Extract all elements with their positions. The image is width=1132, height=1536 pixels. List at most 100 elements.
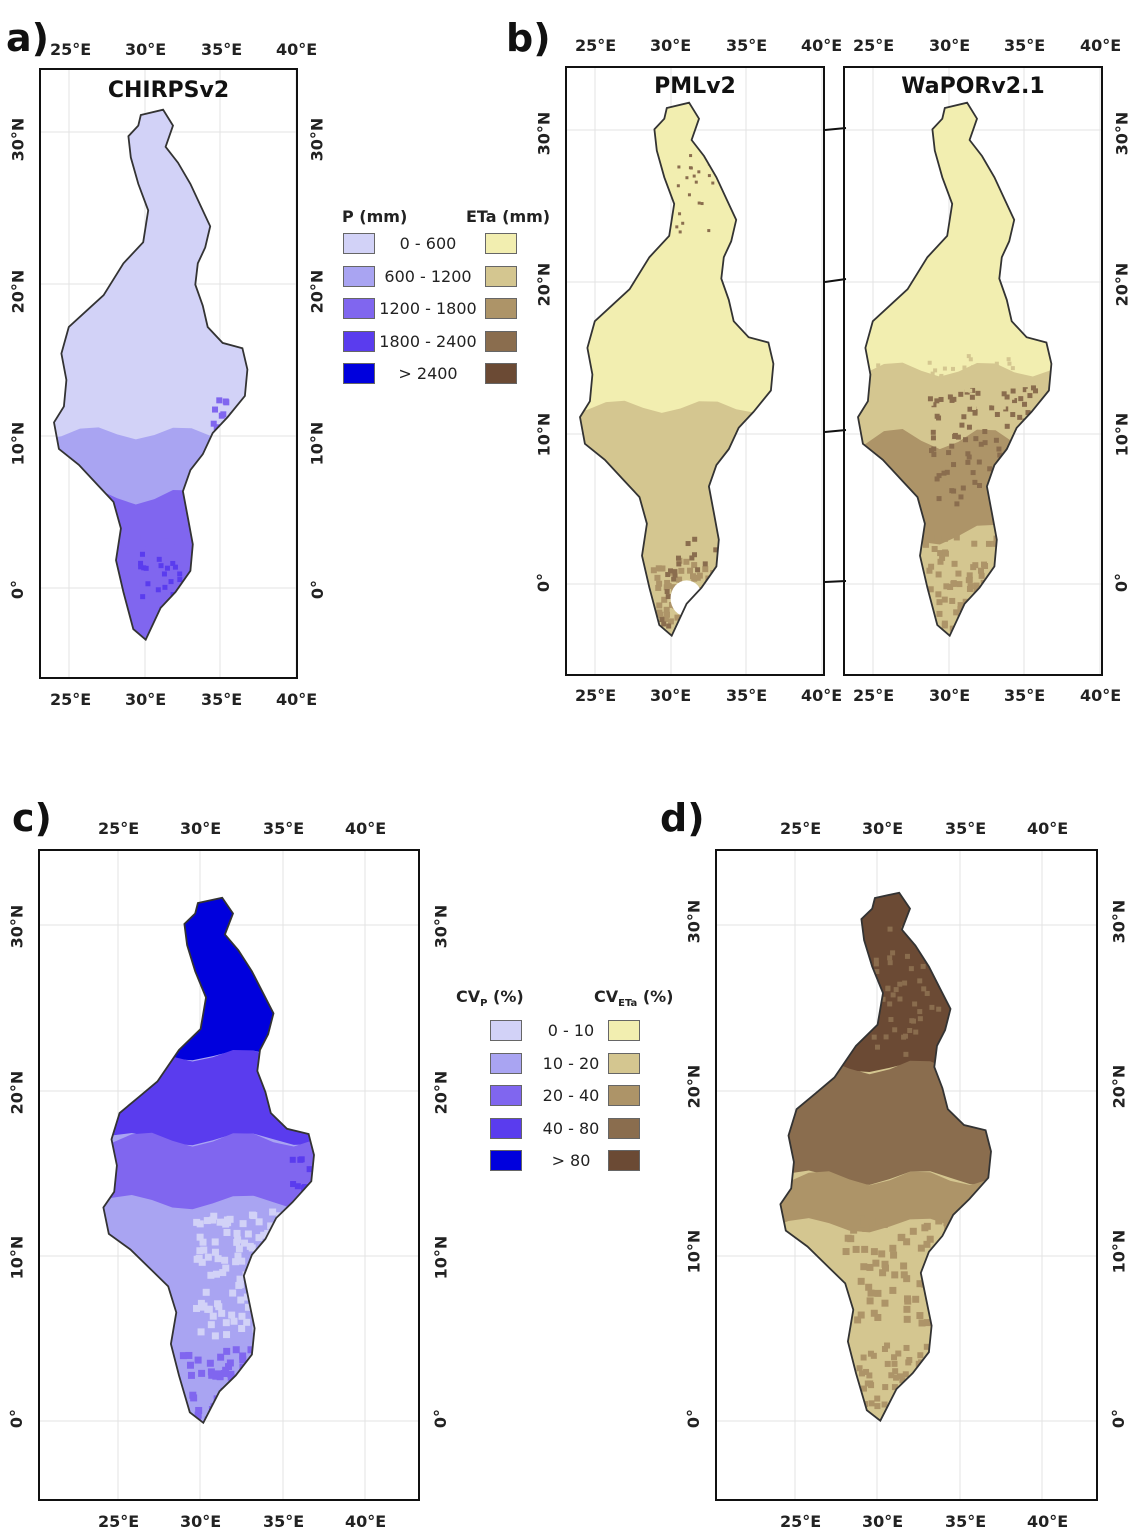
tick-lat-10: 10°N — [1112, 412, 1132, 457]
legend-swatch-left-2 — [490, 1085, 522, 1106]
tick-lon-40: 40°E — [801, 686, 843, 705]
panel-b-left-title: PMLv2 — [654, 74, 736, 99]
panel-b-waporv2-map — [845, 68, 1101, 674]
legend-class-label-4: > 80 — [551, 1151, 591, 1170]
tick-lat-20: 20°N — [7, 1070, 27, 1115]
tick-lon-25: 25°E — [575, 686, 617, 705]
tick-lat-0: 0° — [431, 1408, 451, 1429]
tick-lat-0: 0° — [684, 1408, 704, 1429]
tick-lat-10: 10°N — [431, 1235, 451, 1280]
tick-lon-35: 35°E — [201, 690, 243, 709]
panel-b-connectors — [824, 127, 847, 583]
legend-swatch-right-0 — [608, 1020, 640, 1041]
tick-lat-10: 10°N — [534, 412, 554, 457]
tick-lon-30: 30°E — [929, 36, 971, 55]
tick-lat-30: 30°N — [307, 117, 327, 162]
tick-lon-40: 40°E — [1027, 1512, 1069, 1531]
tick-lon-25: 25°E — [50, 690, 92, 709]
panel-d-cveta-map — [717, 851, 1096, 1499]
legend-eta-heading: ETa (mm) — [466, 207, 551, 226]
panel-c-cvp-map — [40, 851, 418, 1499]
tick-lon-25: 25°E — [853, 36, 895, 55]
legend-class-label-3: 40 - 80 — [542, 1118, 600, 1138]
legend-swatch-right-2 — [485, 298, 517, 319]
tick-lon-25: 25°E — [575, 36, 617, 55]
tick-lat-30: 30°N — [431, 904, 451, 949]
legend-swatch-right-4 — [485, 363, 517, 384]
tick-lon-25: 25°E — [98, 819, 140, 838]
tick-lon-30: 30°E — [180, 1512, 222, 1531]
tick-lon-40: 40°E — [345, 819, 387, 838]
tick-lat-20: 20°N — [1112, 262, 1132, 307]
tick-lat-0: 0° — [534, 572, 554, 593]
tick-lon-40: 40°E — [1027, 819, 1069, 838]
legend-swatch-right-3 — [608, 1117, 640, 1139]
legend-swatch-left-4 — [490, 1150, 522, 1171]
legend-class-label-2: 1200 - 1800 — [379, 299, 477, 318]
legend-class-label-0: 0 - 600 — [399, 234, 457, 253]
tick-lon-40: 40°E — [801, 36, 843, 55]
tick-lon-25: 25°E — [780, 1512, 822, 1531]
tick-lon-40: 40°E — [345, 1512, 387, 1531]
panel-a-label: a) — [6, 16, 50, 60]
legend-class-label-2: 20 - 40 — [542, 1086, 600, 1105]
legend-class-label-0: 0 - 10 — [547, 1021, 595, 1040]
legend-class-label-4: > 2400 — [398, 364, 458, 383]
tick-lon-25: 25°E — [853, 686, 895, 705]
tick-lat-20: 20°N — [1109, 1064, 1129, 1109]
tick-lon-35: 35°E — [1004, 686, 1046, 705]
legend-swatch-right-3 — [485, 330, 517, 352]
tick-lon-35: 35°E — [263, 1512, 305, 1531]
legend-swatch-left-3 — [490, 1117, 522, 1139]
tick-lon-35: 35°E — [263, 819, 305, 838]
legend-swatch-right-1 — [608, 1052, 640, 1074]
tick-lat-0: 0° — [8, 579, 28, 600]
legend-p-heading: P (mm) — [342, 207, 408, 226]
legend-swatch-right-4 — [608, 1150, 640, 1171]
tick-lat-30: 30°N — [684, 899, 704, 944]
tick-lon-25: 25°E — [98, 1512, 140, 1531]
legend-swatch-left-2 — [343, 298, 375, 319]
tick-lat-20: 20°N — [307, 269, 327, 314]
tick-lon-30: 30°E — [125, 690, 167, 709]
tick-lat-10: 10°N — [307, 421, 327, 466]
legend-class-label-1: 10 - 20 — [542, 1053, 600, 1073]
tick-lon-30: 30°E — [650, 36, 692, 55]
tick-lon-40: 40°E — [1080, 36, 1122, 55]
tick-lon-30: 30°E — [650, 686, 692, 705]
legend-cveta-heading: CVETa (%) — [594, 987, 674, 1010]
tick-lon-35: 35°E — [1004, 36, 1046, 55]
legend-swatch-left-3 — [343, 330, 375, 352]
tick-lat-10: 10°N — [1109, 1229, 1129, 1274]
tick-lat-10: 10°N — [7, 1235, 27, 1280]
tick-lat-30: 30°N — [1112, 111, 1132, 156]
legend-cvp-heading: CVP (%) — [456, 987, 524, 1010]
tick-lat-20: 20°N — [684, 1064, 704, 1109]
tick-lon-25: 25°E — [780, 819, 822, 838]
tick-lat-20: 20°N — [534, 262, 554, 307]
tick-lat-0: 0° — [7, 1408, 27, 1429]
tick-lon-35: 35°E — [201, 40, 243, 59]
panel-b-pmlv2-map — [567, 68, 823, 674]
legend-swatch-left-4 — [343, 363, 375, 384]
panel-a-title: CHIRPSv2 — [107, 78, 230, 103]
legend-swatch-left-1 — [343, 265, 375, 287]
legend-swatch-right-1 — [485, 265, 517, 287]
legend-class-label-1: 600 - 1200 — [384, 266, 472, 286]
tick-lon-30: 30°E — [862, 819, 904, 838]
panel-b-left-map-frame: PMLv2 — [565, 66, 825, 676]
tick-lon-35: 35°E — [726, 686, 768, 705]
tick-lat-0: 0° — [308, 579, 328, 600]
tick-lon-30: 30°E — [180, 819, 222, 838]
tick-lat-30: 30°N — [8, 117, 28, 162]
panel-b-right-map-frame: WaPORv2.1 — [843, 66, 1103, 676]
panel-c-map-frame — [38, 849, 420, 1501]
tick-lat-10: 10°N — [8, 421, 28, 466]
legend-swatch-left-0 — [343, 233, 375, 254]
tick-lon-40: 40°E — [1080, 686, 1122, 705]
legend-top: P (mm) ETa (mm) 0 - 600 600 - 1200 1200 - … — [338, 200, 558, 400]
tick-lon-35: 35°E — [726, 36, 768, 55]
tick-lon-35: 35°E — [945, 819, 987, 838]
panel-d-label: d) — [660, 796, 705, 840]
tick-lat-0: 0° — [1109, 1408, 1129, 1429]
